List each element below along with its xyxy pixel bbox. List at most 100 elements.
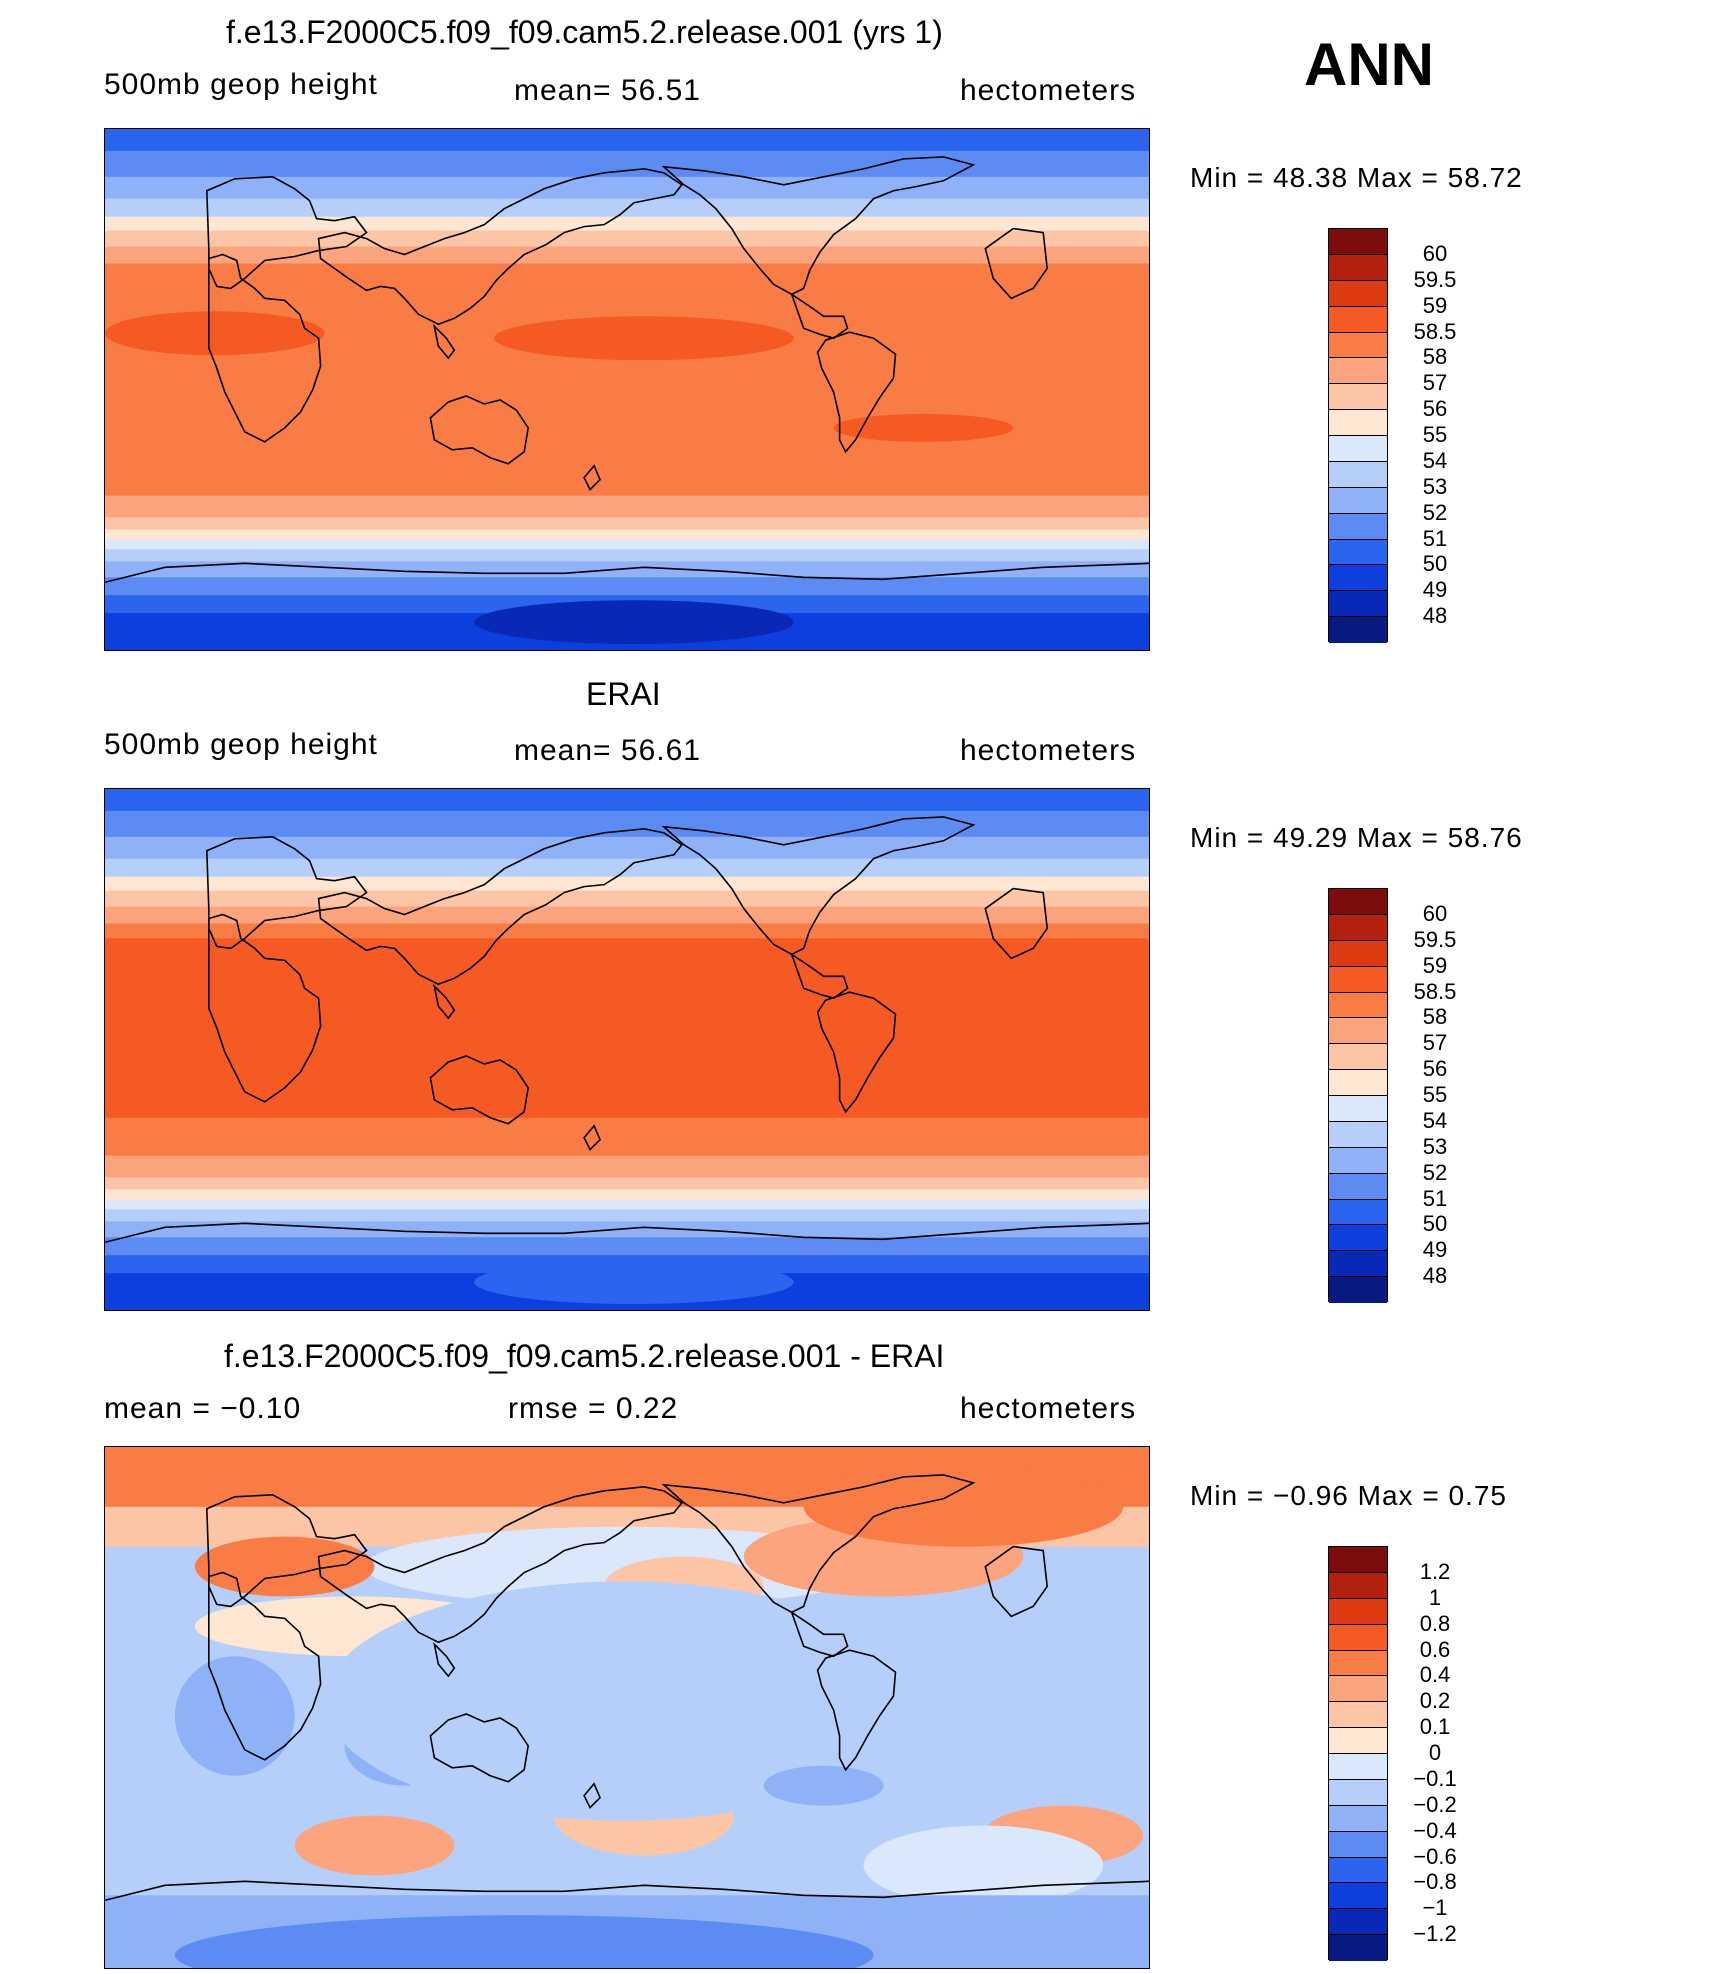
coastline xyxy=(661,156,976,296)
colorbar-swatch xyxy=(1329,1225,1387,1252)
field-band xyxy=(105,1199,1149,1211)
field-band xyxy=(105,1038,1149,1079)
colorbar-label: 0.8 xyxy=(1419,1610,1451,1636)
field-anomaly xyxy=(105,311,325,356)
colorbar-swatch xyxy=(1329,1909,1387,1936)
colorbar-swatch xyxy=(1329,384,1387,411)
colorbar-swatch xyxy=(1329,410,1387,436)
field-band xyxy=(105,1221,1149,1239)
panel1-variable: 500mb geop height xyxy=(104,68,378,101)
field-anomaly xyxy=(474,1260,794,1305)
colorbar-swatch xyxy=(1329,1624,1387,1651)
colorbar-swatch xyxy=(1329,1044,1387,1071)
colorbar-label: 53 xyxy=(1422,1133,1448,1159)
colorbar-swatch xyxy=(1329,940,1387,967)
colorbar-swatch xyxy=(1329,461,1387,488)
colorbar-label: 0 xyxy=(1428,1740,1442,1765)
colorbar-label: 50 xyxy=(1422,551,1448,577)
panel3-rmse: rmse = 0.22 xyxy=(508,1392,679,1425)
panel3-units: hectometers xyxy=(960,1392,1137,1425)
colorbar-label: 53 xyxy=(1422,473,1448,499)
colorbar-swatch xyxy=(1329,254,1387,281)
colorbar-swatch xyxy=(1329,229,1387,255)
coastline xyxy=(583,1124,601,1151)
panel2-title: ERAI xyxy=(586,676,661,712)
colorbar-label: 48 xyxy=(1422,603,1448,629)
colorbar-swatch xyxy=(1329,280,1387,307)
colorbar-swatch xyxy=(1329,1572,1387,1599)
field-anomaly xyxy=(294,1815,455,1876)
colorbar-label: 60 xyxy=(1422,900,1448,926)
colorbar-swatch xyxy=(1329,1728,1387,1754)
colorbar-swatch xyxy=(1329,1251,1387,1278)
colorbar-label: −0.2 xyxy=(1413,1791,1457,1817)
field-band xyxy=(105,577,1149,597)
field-anomaly xyxy=(833,413,1014,442)
colorbar-label: 56 xyxy=(1422,1056,1448,1082)
field-anomaly xyxy=(174,1915,874,1968)
field-band xyxy=(105,129,1149,152)
field-band xyxy=(105,457,1149,497)
colorbar-label: 48 xyxy=(1422,1263,1448,1289)
coastline xyxy=(205,176,368,290)
colorbar-swatch xyxy=(1329,539,1387,566)
field-band xyxy=(105,1155,1149,1179)
coastline xyxy=(429,395,530,465)
colorbar-label: 54 xyxy=(1422,447,1448,473)
colorbar-label: 58.5 xyxy=(1413,318,1457,344)
colorbar-label: 0.1 xyxy=(1419,1714,1451,1740)
coastline xyxy=(984,887,1049,960)
field-band xyxy=(105,810,1149,838)
colorbar-label: 57 xyxy=(1422,1030,1448,1056)
panel3-map xyxy=(104,1446,1150,1969)
colorbar-label: −0.6 xyxy=(1413,1843,1457,1869)
field-band xyxy=(105,1077,1149,1119)
field-band xyxy=(105,1117,1149,1157)
field-band xyxy=(105,278,1149,315)
field-anomaly xyxy=(863,1825,1104,1906)
field-band xyxy=(105,789,1149,812)
coastline xyxy=(816,991,897,1114)
coastline xyxy=(790,1610,849,1658)
coastline xyxy=(433,1641,456,1678)
colorbar-label: 51 xyxy=(1422,525,1448,551)
coastline xyxy=(208,913,322,1103)
coastline xyxy=(429,1055,530,1125)
panel1-mean: mean= 56.51 xyxy=(514,74,701,107)
panel3-mean: mean = −0.10 xyxy=(104,1392,302,1425)
coastline xyxy=(433,323,456,360)
colorbar-label: −0.8 xyxy=(1413,1869,1457,1895)
coastline xyxy=(208,253,322,443)
colorbar-swatch xyxy=(1329,1173,1387,1200)
coastline xyxy=(317,1486,684,1644)
coastline xyxy=(429,1713,530,1783)
colorbar-swatch xyxy=(1329,1598,1387,1625)
colorbar-swatch xyxy=(1329,889,1387,915)
colorbar-swatch xyxy=(1329,1779,1387,1806)
colorbar-swatch xyxy=(1329,1754,1387,1780)
colorbar-label: 56 xyxy=(1422,396,1448,422)
colorbar-label: 1.2 xyxy=(1419,1558,1451,1584)
field-band xyxy=(105,150,1149,178)
coastline xyxy=(790,952,849,1000)
field-band xyxy=(105,230,1149,248)
panel3-minmax: Min = −0.96 Max = 0.75 xyxy=(1190,1480,1507,1511)
field-band xyxy=(105,890,1149,908)
colorbar-swatch xyxy=(1329,1805,1387,1832)
colorbar-swatch xyxy=(1329,436,1387,462)
field-anomaly xyxy=(763,1765,884,1806)
colorbar-label: 58 xyxy=(1422,344,1448,370)
colorbar-swatch xyxy=(1329,1702,1387,1729)
panel1-title: f.e13.F2000C5.f09_f09.cam5.2.release.001… xyxy=(226,14,943,50)
field-band xyxy=(105,1209,1149,1223)
coastline xyxy=(816,1649,897,1772)
colorbar-label: 52 xyxy=(1422,1159,1448,1185)
colorbar-swatch xyxy=(1329,617,1387,643)
field-anomaly xyxy=(324,1581,924,1821)
colorbar-label: 57 xyxy=(1422,370,1448,396)
colorbar-label: 60 xyxy=(1422,240,1448,266)
colorbar-label: 0.2 xyxy=(1419,1688,1451,1714)
colorbar-swatch xyxy=(1329,332,1387,359)
colorbar-swatch xyxy=(1329,358,1387,385)
colorbar-label: 49 xyxy=(1422,577,1448,603)
